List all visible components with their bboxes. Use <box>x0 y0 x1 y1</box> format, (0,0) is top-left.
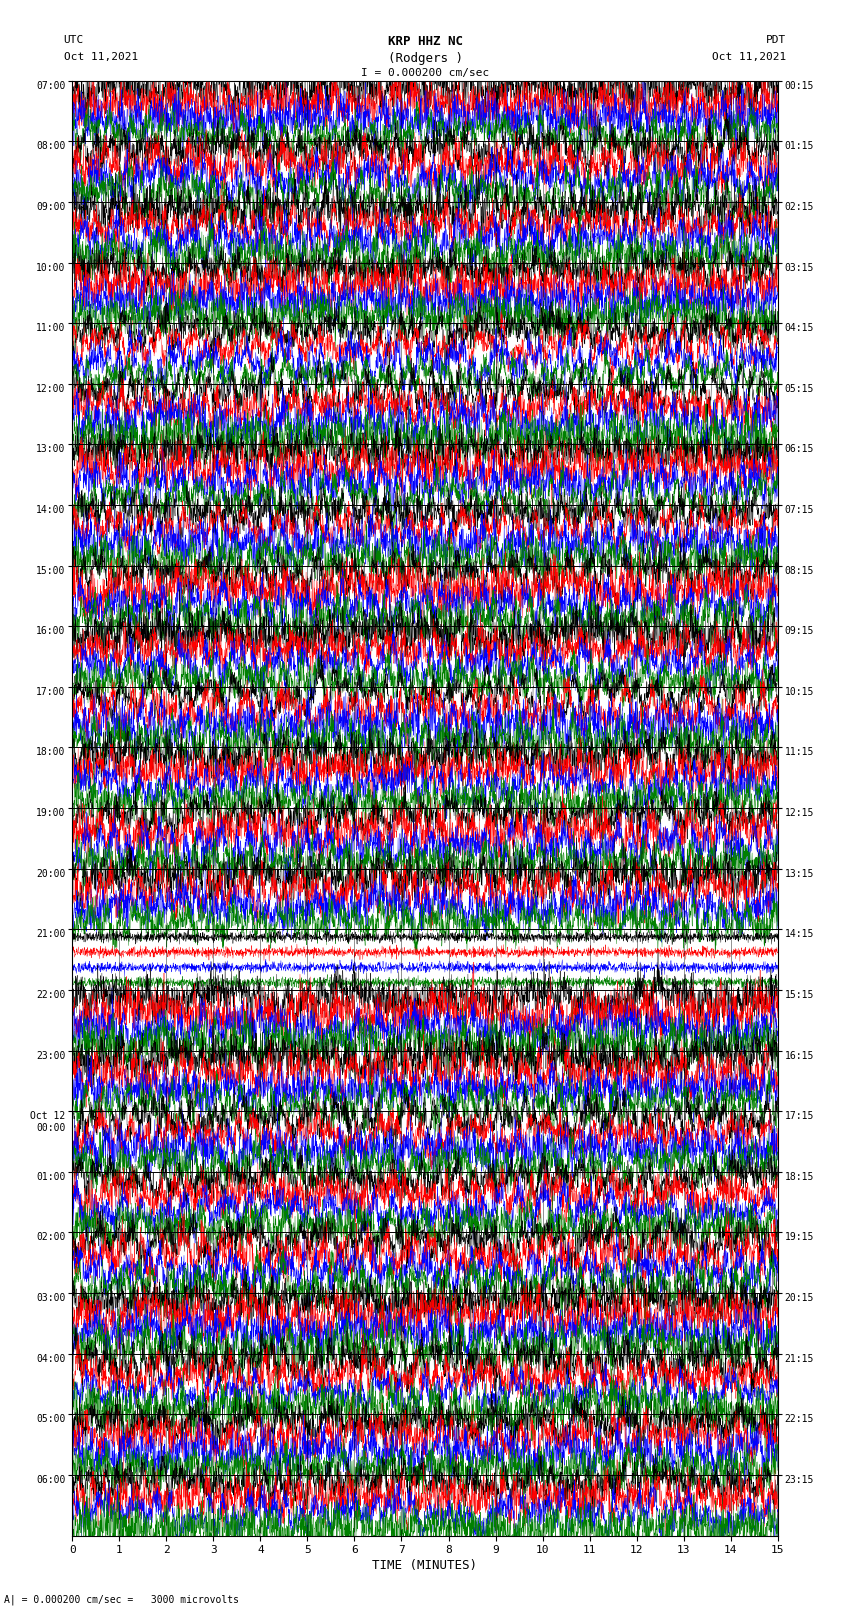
X-axis label: TIME (MINUTES): TIME (MINUTES) <box>372 1560 478 1573</box>
Text: (Rodgers ): (Rodgers ) <box>388 52 462 65</box>
Text: I = 0.000200 cm/sec: I = 0.000200 cm/sec <box>361 68 489 77</box>
Text: UTC: UTC <box>64 35 84 45</box>
Text: Oct 11,2021: Oct 11,2021 <box>64 52 138 61</box>
Text: KRP HHZ NC: KRP HHZ NC <box>388 35 462 48</box>
Text: Oct 11,2021: Oct 11,2021 <box>712 52 786 61</box>
Text: A| = 0.000200 cm/sec =   3000 microvolts: A| = 0.000200 cm/sec = 3000 microvolts <box>4 1594 239 1605</box>
Text: PDT: PDT <box>766 35 786 45</box>
